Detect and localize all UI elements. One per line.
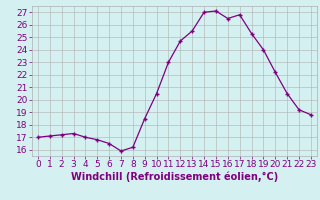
X-axis label: Windchill (Refroidissement éolien,°C): Windchill (Refroidissement éolien,°C) <box>71 172 278 182</box>
